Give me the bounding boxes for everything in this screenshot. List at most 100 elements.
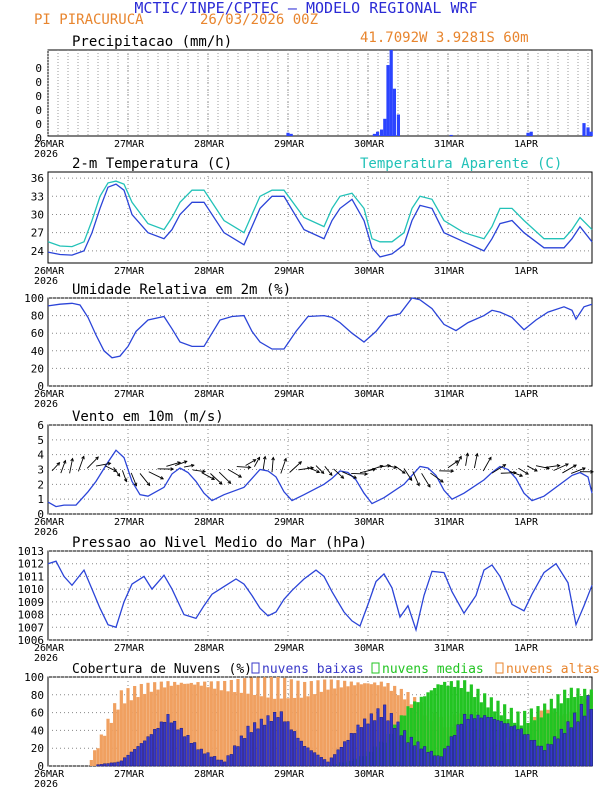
cloud-bar-nuvens-altas — [226, 691, 230, 766]
wind-arrow — [342, 471, 357, 479]
wind-arrow — [280, 458, 287, 474]
plot-frame — [47, 49, 593, 137]
cloud-bar-nuvens-medias — [446, 685, 450, 766]
cloud-bar-nuvens-baixas — [179, 727, 183, 767]
precip-bar — [372, 133, 376, 136]
plot-frame — [47, 171, 593, 264]
cloud-bar-nuvens-baixas — [309, 750, 313, 767]
precip-bar — [392, 88, 396, 136]
cloud-bar-nuvens-baixas — [566, 721, 570, 767]
wind-arrow-head — [408, 477, 413, 482]
cloud-bar-nuvens-altas — [119, 690, 123, 766]
wind-arrow — [509, 470, 523, 477]
cloud-bar-nuvens-altas — [139, 683, 143, 766]
wind-arrow-head — [364, 472, 369, 476]
cloud-bar-nuvens-baixas — [99, 764, 103, 767]
cloud-bar-nuvens-baixas — [329, 757, 333, 767]
cloud-bar-nuvens-baixas — [299, 740, 303, 767]
x-tick-label: 30MAR — [354, 643, 385, 654]
cloud-bar-nuvens-altas — [179, 682, 183, 766]
wind-arrow — [333, 468, 344, 479]
legend-label: nuvens medias — [382, 662, 484, 677]
cloud-bar-nuvens-baixas — [526, 734, 530, 767]
cloud-bar-nuvens-altas — [196, 682, 200, 766]
wind-arrow-head — [513, 470, 517, 475]
cloud-bar-nuvens-baixas — [319, 757, 323, 767]
cloud-bar-nuvens-altas — [319, 691, 323, 766]
x-tick-label: 30MAR — [354, 389, 385, 400]
wind-arrow-head — [401, 470, 406, 474]
wind-arrow — [456, 456, 462, 466]
wind-arrow-head — [590, 469, 594, 474]
cloud-bar-nuvens-altas — [193, 684, 197, 766]
wind-arrow — [315, 465, 325, 474]
cloud-bar-nuvens-baixas — [149, 734, 153, 767]
cloud-bar-nuvens-baixas — [579, 703, 583, 767]
cloud-bar-nuvens-medias — [546, 713, 550, 766]
legend-label: nuvens baixas — [262, 662, 364, 677]
x-tick-label: 26MAR — [34, 139, 65, 150]
cloud-bar-nuvens-baixas — [206, 752, 210, 767]
cloud-bar-nuvens-altas — [136, 697, 140, 766]
cloud-bar-nuvens-baixas — [276, 717, 280, 767]
wind-arrow-head — [227, 480, 232, 484]
cloud-bar-nuvens-baixas — [193, 742, 197, 767]
cloud-bar-nuvens-medias — [443, 681, 447, 766]
y-tick-label: 1011 — [18, 570, 45, 583]
wind-arrow — [386, 465, 397, 469]
wind-arrow-head — [353, 475, 358, 479]
wind-arrow-head — [283, 457, 287, 462]
cloud-bar-nuvens-medias — [536, 706, 540, 766]
wind-arrow-head — [519, 473, 524, 477]
wind-arrow-head — [316, 469, 321, 474]
series-line-aparente — [47, 180, 593, 248]
wind-arrow — [324, 466, 333, 476]
wind-arrow — [183, 464, 194, 468]
wind-arrow — [544, 465, 560, 468]
wind-arrow — [465, 453, 469, 466]
cloud-bar-nuvens-baixas — [489, 717, 493, 767]
cloud-bar-nuvens-baixas — [576, 721, 580, 767]
cloud-bar-nuvens-altas — [149, 691, 153, 766]
y-tick-label: 80 — [31, 689, 44, 702]
series-line-temperatura — [47, 183, 593, 258]
wind-arrow — [113, 467, 121, 477]
legend-swatch — [371, 662, 380, 674]
wind-arrow — [262, 456, 266, 470]
cloud-bar-nuvens-altas — [123, 703, 127, 766]
y-tick-label: 6 — [37, 419, 44, 432]
wind-arrow — [218, 471, 231, 484]
panel-title-secondary: Temperatura Aparente (C) — [360, 156, 562, 172]
x-tick-label: 29MAR — [274, 769, 305, 780]
wind-arrow — [104, 465, 117, 472]
panel-title: 2-m Temperatura (C) — [72, 156, 232, 172]
wind-arrow-head — [387, 464, 392, 468]
cloud-bar-nuvens-baixas — [343, 741, 347, 767]
precip-bar — [380, 129, 384, 136]
y-tick-label: 1008 — [18, 609, 45, 622]
y-tick-label: 0 — [35, 76, 42, 89]
cloud-bar-nuvens-altas — [229, 679, 233, 766]
cloud-bar-nuvens-baixas — [586, 695, 590, 767]
wind-arrow — [245, 459, 256, 466]
wind-arrow-head — [146, 482, 151, 487]
cloud-bar-nuvens-altas — [326, 689, 330, 766]
wind-arrow — [351, 472, 368, 475]
y-tick-label: 1012 — [18, 558, 45, 571]
cloud-bar-nuvens-medias — [439, 684, 443, 766]
cloud-bar-nuvens-baixas — [306, 747, 310, 767]
cloud-bar-nuvens-altas — [223, 680, 227, 766]
x-tick-label: 29MAR — [274, 139, 305, 150]
wind-arrow-head — [183, 460, 188, 464]
wind-arrow-head — [416, 482, 420, 487]
cloud-bar-nuvens-medias — [543, 703, 547, 766]
wind-arrow — [307, 466, 320, 473]
cloud-bar-nuvens-altas — [359, 684, 363, 766]
x-tick-label: 1APR — [514, 517, 539, 528]
cloud-bar-nuvens-baixas — [133, 749, 137, 767]
cloud-bar-nuvens-baixas — [176, 729, 180, 767]
cloud-bar-nuvens-baixas — [213, 756, 217, 767]
wind-arrow-head — [450, 469, 455, 473]
y-tick-label: 20 — [31, 362, 44, 375]
wind-arrow-head — [465, 452, 470, 457]
